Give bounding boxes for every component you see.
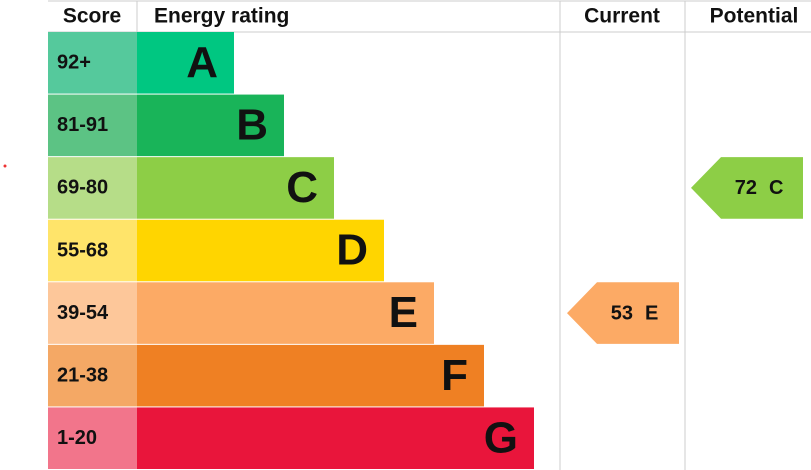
score-cell [48,219,137,282]
rating-bar [137,282,434,344]
rating-header: Energy rating [154,5,289,28]
score-label: 81-91 [57,114,108,136]
score-label: 69-80 [57,177,108,199]
score-cell [48,407,137,469]
score-label: 39-54 [57,302,109,324]
score-cell [48,344,137,407]
rating-bar [137,344,484,407]
score-cell [48,94,137,157]
potential-arrow [691,157,803,219]
score-label: 1-20 [57,427,97,449]
potential-header: Potential [710,5,799,28]
rating-bar [137,219,384,282]
potential-letter: C [769,177,783,199]
score-label: 92+ [57,52,91,74]
score-cell [48,157,137,219]
current-header: Current [584,5,660,28]
rating-letter: B [236,100,268,149]
score-cell [48,282,137,344]
score-header: Score [63,5,121,28]
rating-letter: A [186,38,218,87]
rating-letter: C [286,163,318,212]
score-cell [48,32,137,94]
current-letter: E [645,302,658,324]
rating-bar [137,94,284,157]
score-label: 55-68 [57,239,108,261]
rating-bar [137,157,334,219]
current-arrow [567,282,679,344]
rating-letter: F [441,351,468,400]
current-value: 53 [611,302,633,324]
rating-letter: G [484,413,518,462]
rating-bar [137,407,534,469]
rating-bar [137,32,234,94]
potential-value: 72 [735,177,757,199]
dot [3,164,7,168]
rating-letter: E [389,288,418,337]
score-label: 21-38 [57,364,108,386]
rating-letter: D [336,226,368,275]
